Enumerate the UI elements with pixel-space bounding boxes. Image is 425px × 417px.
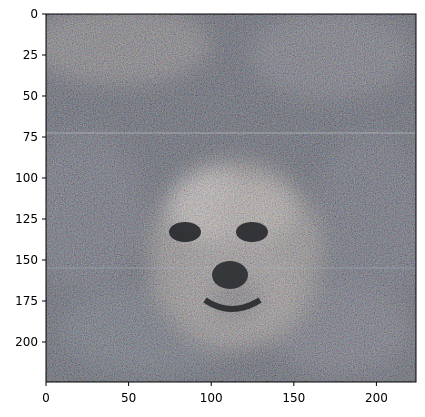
x-tick: 50 bbox=[121, 382, 136, 405]
x-tick: 150 bbox=[282, 382, 305, 405]
y-tick-label: 200 bbox=[15, 335, 38, 349]
y-tick: 150 bbox=[15, 253, 46, 267]
y-tick-label: 25 bbox=[23, 48, 38, 62]
x-tick: 100 bbox=[200, 382, 223, 405]
y-tick: 0 bbox=[30, 7, 46, 21]
x-tick-label: 100 bbox=[200, 391, 223, 405]
y-axis: 0 25 50 75 100 125 150 175 bbox=[15, 7, 46, 349]
y-tick-label: 125 bbox=[15, 212, 38, 226]
y-tick: 25 bbox=[23, 48, 46, 62]
x-tick: 0 bbox=[42, 382, 50, 405]
x-tick-label: 200 bbox=[365, 391, 388, 405]
x-tick: 200 bbox=[365, 382, 388, 405]
y-tick: 200 bbox=[15, 335, 46, 349]
x-axis: 0 50 100 150 200 bbox=[42, 382, 388, 405]
axes-frame bbox=[45, 13, 417, 383]
y-tick-label: 50 bbox=[23, 89, 38, 103]
y-tick-label: 0 bbox=[30, 7, 38, 21]
x-tick-label: 0 bbox=[42, 391, 50, 405]
y-tick-label: 175 bbox=[15, 294, 38, 308]
y-tick: 75 bbox=[23, 130, 46, 144]
y-tick-label: 150 bbox=[15, 253, 38, 267]
y-tick-label: 100 bbox=[15, 171, 38, 185]
y-tick-label: 75 bbox=[23, 130, 38, 144]
y-tick: 175 bbox=[15, 294, 46, 308]
x-tick-label: 50 bbox=[121, 391, 136, 405]
image-canvas bbox=[46, 14, 416, 382]
y-tick: 125 bbox=[15, 212, 46, 226]
noise-texture bbox=[46, 14, 416, 382]
y-tick: 100 bbox=[15, 171, 46, 185]
y-tick: 50 bbox=[23, 89, 46, 103]
x-tick-label: 150 bbox=[282, 391, 305, 405]
facial-features bbox=[169, 222, 268, 312]
